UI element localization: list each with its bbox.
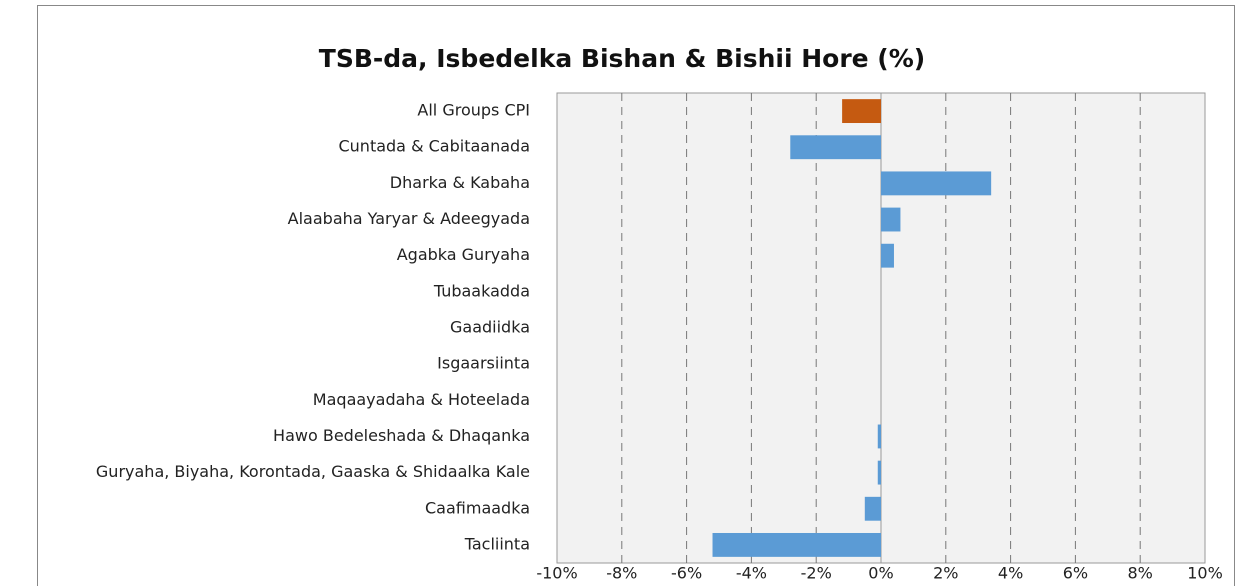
y-tick-label: Alaabaha Yaryar & Adeegyada — [288, 209, 530, 228]
x-tick-label: 10% — [1187, 564, 1223, 583]
bar — [842, 99, 881, 124]
x-tick-label: -2% — [801, 564, 832, 583]
y-tick-label: Dharka & Kabaha — [390, 173, 530, 192]
x-tick-label: -4% — [736, 564, 767, 583]
y-tick-label: Tubaakadda — [433, 281, 530, 300]
bar — [881, 207, 901, 232]
y-tick-label: Caafimaadka — [425, 498, 530, 517]
x-tick-label: -6% — [671, 564, 702, 583]
y-tick-label: Gaadiidka — [450, 318, 530, 337]
chart-title: TSB-da, Isbedelka Bishan & Bishii Hore (… — [319, 44, 925, 73]
bar — [877, 460, 881, 485]
bar — [864, 496, 881, 521]
x-tick-label: 8% — [1128, 564, 1153, 583]
bar — [881, 243, 894, 268]
bar — [881, 171, 992, 196]
x-tick-label: 4% — [998, 564, 1023, 583]
x-tick-label: 2% — [933, 564, 958, 583]
bar — [877, 424, 881, 449]
y-tick-label: Isgaarsiinta — [437, 354, 530, 373]
y-tick-label: Guryaha, Biyaha, Korontada, Gaaska & Shi… — [96, 462, 530, 481]
bar — [790, 135, 881, 160]
y-tick-label: All Groups CPI — [417, 101, 530, 120]
y-tick-label: Hawo Bedeleshada & Dhaqanka — [273, 426, 530, 445]
y-tick-label: Cuntada & Cabitaanada — [338, 137, 530, 156]
x-tick-label: -8% — [606, 564, 637, 583]
y-tick-label: Agabka Guryaha — [397, 245, 530, 264]
y-tick-label: Maqaayadaha & Hoteelada — [313, 390, 530, 409]
x-tick-label: -10% — [536, 564, 577, 583]
x-tick-label: 0% — [868, 564, 893, 583]
bar — [712, 532, 881, 557]
x-tick-label: 6% — [1063, 564, 1088, 583]
y-tick-label: Tacliinta — [464, 534, 530, 553]
